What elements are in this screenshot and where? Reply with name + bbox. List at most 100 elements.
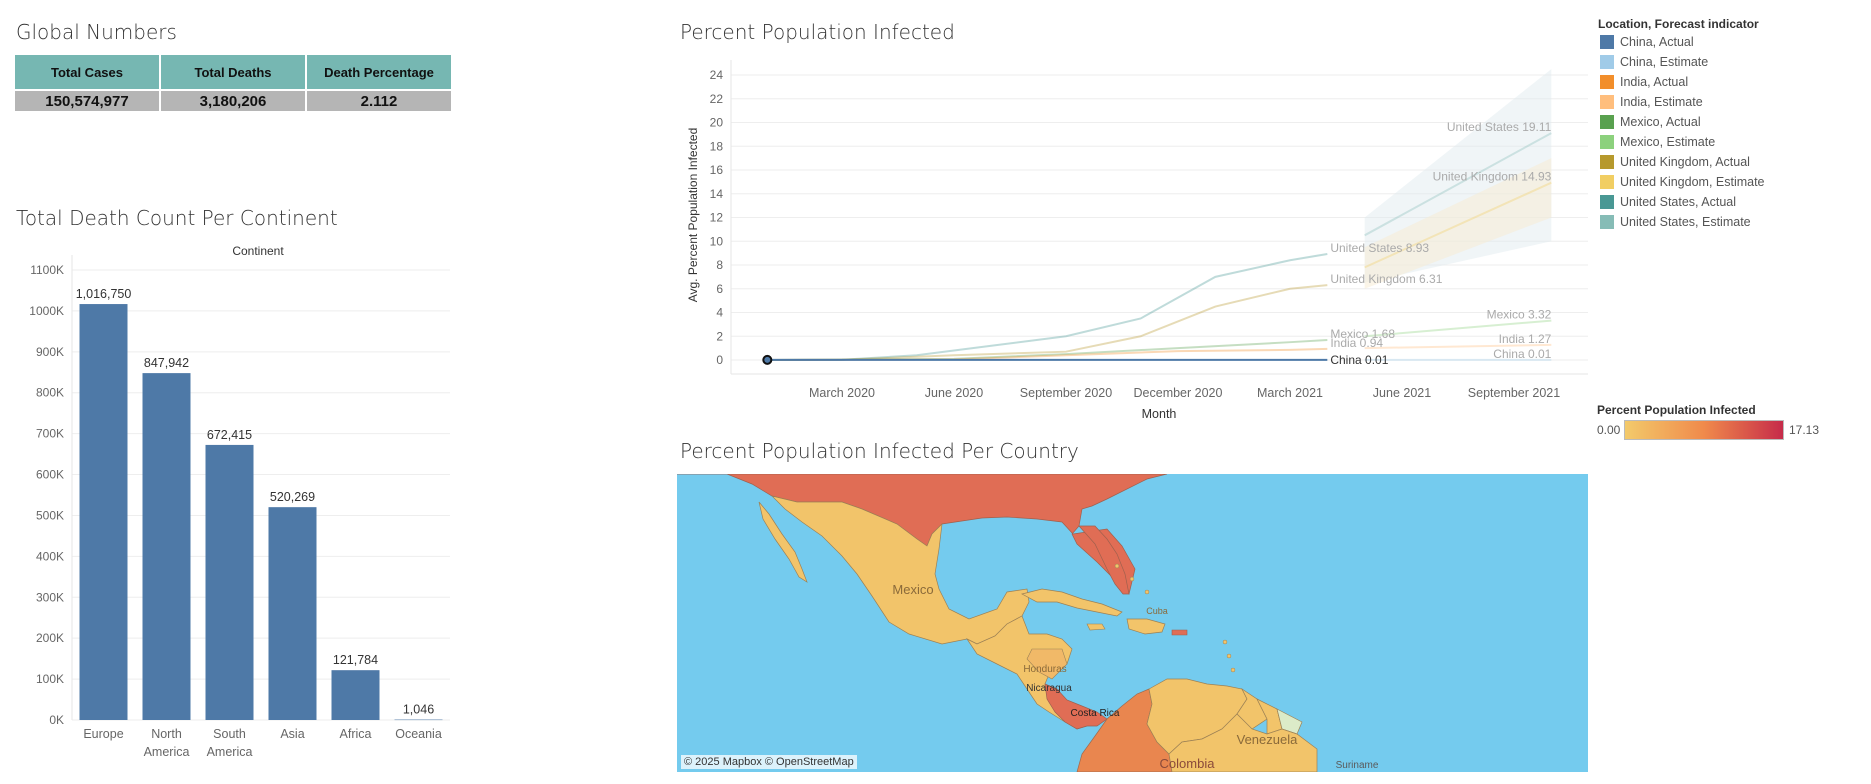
bar-y-tick-label: 800K — [36, 386, 64, 400]
bar-x-tick-label: America — [207, 745, 253, 759]
total-cases-value[interactable]: 150,574,977 — [15, 91, 159, 111]
map-country-mexico — [770, 495, 1030, 645]
series-line-united-states-estimate[interactable] — [1364, 132, 1552, 237]
bar-south-america[interactable] — [205, 444, 254, 720]
line-y-tick-label: 6 — [716, 282, 723, 296]
color-scale-gradient — [1624, 420, 1784, 440]
bar-y-tick-label: 500K — [36, 508, 64, 522]
bar-y-tick-label: 400K — [36, 549, 64, 563]
series-line-united-kingdom-actual[interactable] — [767, 284, 1328, 361]
bar-y-tick-label: 300K — [36, 590, 64, 604]
line-x-tick-label: December 2020 — [1134, 386, 1223, 400]
line-chart-title: Percent Population Infected — [680, 20, 955, 44]
total-deaths-header[interactable]: Total Deaths — [161, 55, 305, 91]
legend-swatch — [1600, 35, 1614, 49]
bar-y-tick-label: 700K — [36, 427, 64, 441]
map-label-colombia: Colombia — [1160, 756, 1216, 771]
bar-x-tick-label: America — [144, 745, 190, 759]
death-count-bar-chart: Continent 1100K 1000K 900K 800K 700K 600K 500K… — [29, 244, 450, 759]
death-percentage-value[interactable]: 2.112 — [307, 91, 451, 111]
legend-label: China, Actual — [1620, 35, 1694, 49]
line-x-tick-label: June 2021 — [1373, 386, 1431, 400]
legend-swatch — [1600, 95, 1614, 109]
bar-value-label: 121,784 — [333, 653, 378, 667]
total-cases-header[interactable]: Total Cases — [15, 55, 159, 91]
series-end-label: China 0.01 — [1493, 347, 1551, 361]
line-y-tick-label: 18 — [710, 139, 724, 153]
line-x-tick-label: September 2021 — [1468, 386, 1560, 400]
legend-item[interactable]: Mexico, Estimate — [1600, 133, 1715, 151]
bar-north-america[interactable] — [142, 373, 191, 720]
bar-value-label: 672,415 — [207, 428, 252, 442]
legend-item[interactable]: India, Actual — [1600, 73, 1688, 91]
bar-africa[interactable] — [331, 670, 380, 720]
bar-value-label: 520,269 — [270, 490, 315, 504]
china-start-point[interactable] — [762, 354, 773, 365]
series-end-label: India 0.94 — [1330, 336, 1383, 350]
legend-item[interactable]: Mexico, Actual — [1600, 113, 1701, 131]
line-x-tick-label: March 2020 — [809, 386, 875, 400]
bar-asia[interactable] — [268, 507, 317, 720]
series-end-label: United Kingdom 14.93 — [1433, 170, 1552, 184]
legend-swatch — [1600, 155, 1614, 169]
color-scale-max: 17.13 — [1788, 423, 1819, 437]
legend-label: United Kingdom, Estimate — [1620, 175, 1765, 189]
legend-swatch — [1600, 115, 1614, 129]
line-y-tick-label: 10 — [710, 234, 724, 248]
legend-item[interactable]: China, Estimate — [1600, 53, 1708, 71]
legend-label: Mexico, Actual — [1620, 115, 1701, 129]
legend-item[interactable]: United Kingdom, Estimate — [1600, 173, 1765, 191]
legend-swatch — [1600, 175, 1614, 189]
bar-y-tick-label: 600K — [36, 468, 64, 482]
legend-label: China, Estimate — [1620, 55, 1709, 69]
line-y-tick-label: 4 — [716, 306, 723, 320]
map-title: Percent Population Infected Per Country — [680, 439, 1079, 463]
line-x-tick-label: September 2020 — [1020, 386, 1112, 400]
series-line-india-estimate[interactable] — [1364, 343, 1552, 350]
legend-label: Mexico, Estimate — [1620, 135, 1716, 149]
line-y-tick-label: 20 — [710, 116, 724, 130]
bar-y-tick-label: 200K — [36, 631, 64, 645]
line-y-axis-label: Avg. Percent Population Infected — [686, 128, 700, 303]
legend-swatch — [1600, 75, 1614, 89]
map-label-nicaragua: Nicaragua — [1026, 683, 1072, 694]
map-attribution[interactable]: © 2025 Mapbox © OpenStreetMap — [681, 755, 857, 769]
color-scale-min: 0.00 — [1597, 423, 1621, 437]
map-label-honduras: Honduras — [1023, 664, 1066, 675]
line-y-tick-label: 2 — [716, 329, 723, 343]
legend-item[interactable]: United States, Actual — [1600, 193, 1736, 211]
legend-label: United States, Estimate — [1620, 215, 1751, 229]
bar-oceania[interactable] — [394, 719, 443, 721]
bar-value-label: 1,016,750 — [76, 287, 132, 301]
legend-title: Location, Forecast indicator — [1598, 17, 1759, 31]
bar-x-tick-label: Oceania — [395, 727, 442, 741]
country-map[interactable]: Mexico Honduras Nicaragua Costa Rica Ven… — [677, 474, 1588, 772]
line-y-tick-label: 24 — [710, 68, 724, 82]
bar-x-tick-label: South — [213, 727, 246, 741]
legend-item[interactable]: India, Estimate — [1600, 93, 1703, 111]
legend-label: United Kingdom, Actual — [1620, 155, 1750, 169]
series-line-mexico-estimate[interactable] — [1364, 319, 1552, 338]
series-end-label: Mexico 3.32 — [1487, 308, 1552, 322]
series-line-united-kingdom-estimate[interactable] — [1364, 181, 1552, 269]
map-graphic[interactable]: Mexico Honduras Nicaragua Costa Rica Ven… — [677, 474, 1588, 772]
map-label-cuba: Cuba — [1146, 606, 1168, 616]
legend-item[interactable]: United Kingdom, Actual — [1600, 153, 1750, 171]
legend-label: India, Actual — [1620, 75, 1689, 89]
line-y-tick-label: 0 — [716, 353, 723, 367]
line-y-tick-label: 12 — [710, 211, 724, 225]
line-x-tick-label: June 2020 — [925, 386, 983, 400]
series-line-united-states-actual[interactable] — [767, 252, 1328, 361]
legend-item[interactable]: China, Actual — [1600, 33, 1694, 51]
total-deaths-value[interactable]: 3,180,206 — [161, 91, 305, 111]
series-end-label: United States 8.93 — [1330, 241, 1429, 255]
legend-swatch — [1600, 215, 1614, 229]
bar-y-tick-label: 100K — [36, 672, 64, 686]
forecast-band-uk — [1364, 158, 1552, 289]
legend-swatch — [1600, 135, 1614, 149]
series-end-label: United States 19.11 — [1447, 120, 1552, 134]
legend-item[interactable]: United States, Estimate — [1600, 213, 1751, 231]
death-percentage-header[interactable]: Death Percentage — [307, 55, 451, 91]
bar-europe[interactable] — [79, 304, 128, 720]
